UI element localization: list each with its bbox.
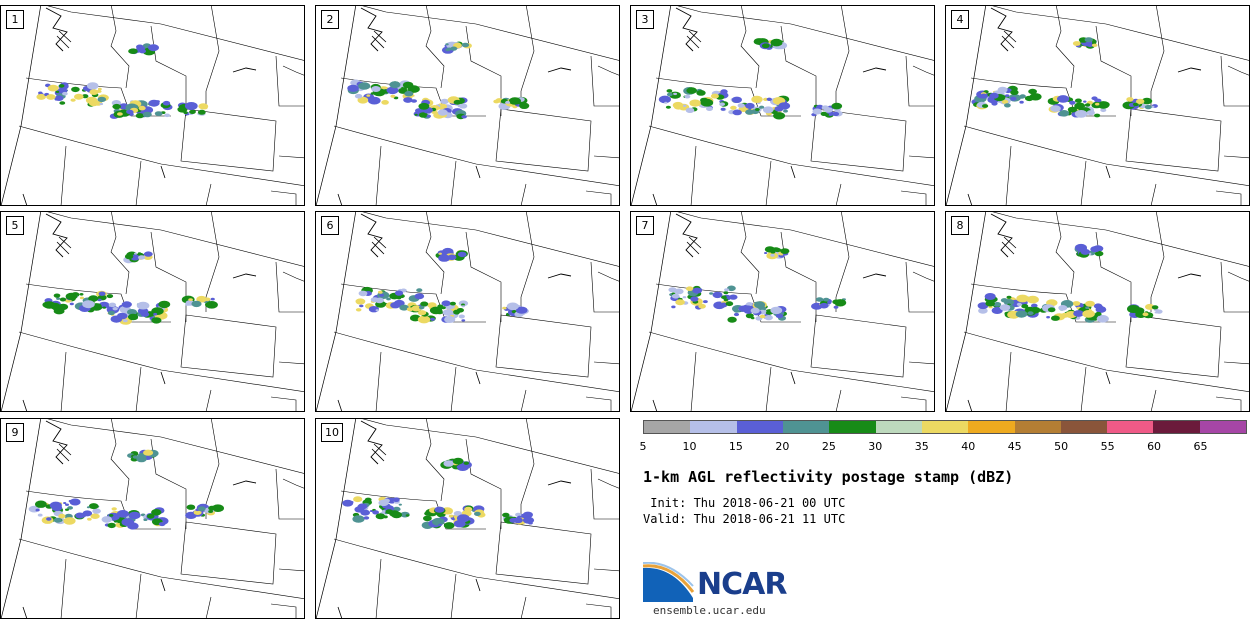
colorbar-tick-label: 5 [639, 440, 647, 453]
colorbar-segment [1014, 421, 1061, 433]
colorbar-segment [921, 421, 969, 433]
ncar-logo-text: NCAR [697, 567, 787, 602]
member-map [946, 6, 1249, 205]
colorbar-tick-label: 50 [1054, 440, 1069, 453]
member-panel: 3 [630, 5, 935, 206]
colorbar-tick-label: 60 [1147, 440, 1162, 453]
member-label: 7 [636, 216, 654, 235]
valid-time: Valid: Thu 2018-06-21 11 UTC [643, 512, 846, 526]
colorbar-tick-label: 15 [728, 440, 743, 453]
colorbar-tick-label: 20 [775, 440, 790, 453]
member-map [1, 6, 304, 205]
member-panel: 5 [0, 211, 305, 412]
member-label: 8 [951, 216, 969, 235]
colorbar-tick-label: 25 [821, 440, 836, 453]
member-map [316, 212, 619, 411]
member-map [631, 6, 934, 205]
colorbar-segment [782, 421, 830, 433]
colorbar-segment [829, 421, 876, 433]
member-panel: 10 [315, 418, 620, 619]
colorbar-segment [690, 421, 737, 433]
figure-title: 1-km AGL reflectivity postage stamp (dBZ… [643, 468, 1014, 486]
colorbar-ticks: 5 10 15 20 25 30 35 40 45 50 55 60 65 [639, 440, 1247, 454]
member-label: 5 [6, 216, 24, 235]
member-panel: 2 [315, 5, 620, 206]
member-label: 3 [636, 10, 654, 29]
colorbar-tick-label: 40 [961, 440, 976, 453]
member-map [631, 212, 934, 411]
colorbar-segment [1199, 421, 1247, 433]
colorbar-segment [1107, 421, 1154, 433]
colorbar-segment [644, 421, 691, 433]
colorbar-segment [1153, 421, 1200, 433]
member-label: 6 [321, 216, 339, 235]
member-map [1, 212, 304, 411]
member-panel: 1 [0, 5, 305, 206]
ncar-url: ensemble.ucar.edu [653, 604, 766, 617]
member-map [316, 419, 619, 618]
member-map [316, 6, 619, 205]
colorbar-segment [1060, 421, 1108, 433]
member-panel: 7 [630, 211, 935, 412]
member-map [946, 212, 1249, 411]
colorbar-tick-label: 65 [1193, 440, 1208, 453]
init-time: Init: Thu 2018-06-21 00 UTC [643, 496, 846, 510]
member-panel: 8 [945, 211, 1250, 412]
member-panel: 9 [0, 418, 305, 619]
member-label: 4 [951, 10, 969, 29]
member-label: 2 [321, 10, 339, 29]
colorbar-tick-label: 10 [682, 440, 697, 453]
colorbar-segment [736, 421, 783, 433]
member-panel: 6 [315, 211, 620, 412]
member-panel: 4 [945, 5, 1250, 206]
colorbar-tick-label: 55 [1100, 440, 1115, 453]
member-label: 9 [6, 423, 24, 442]
colorbar-tick-label: 30 [868, 440, 883, 453]
member-map [1, 419, 304, 618]
member-label: 1 [6, 10, 24, 29]
member-label: 10 [321, 423, 343, 442]
colorbar-tick-label: 35 [914, 440, 929, 453]
reflectivity-colorbar [643, 420, 1247, 434]
colorbar-segment [875, 421, 922, 433]
colorbar-segment [968, 421, 1015, 433]
ncar-logo-icon [643, 562, 695, 602]
colorbar-tick-label: 45 [1007, 440, 1022, 453]
